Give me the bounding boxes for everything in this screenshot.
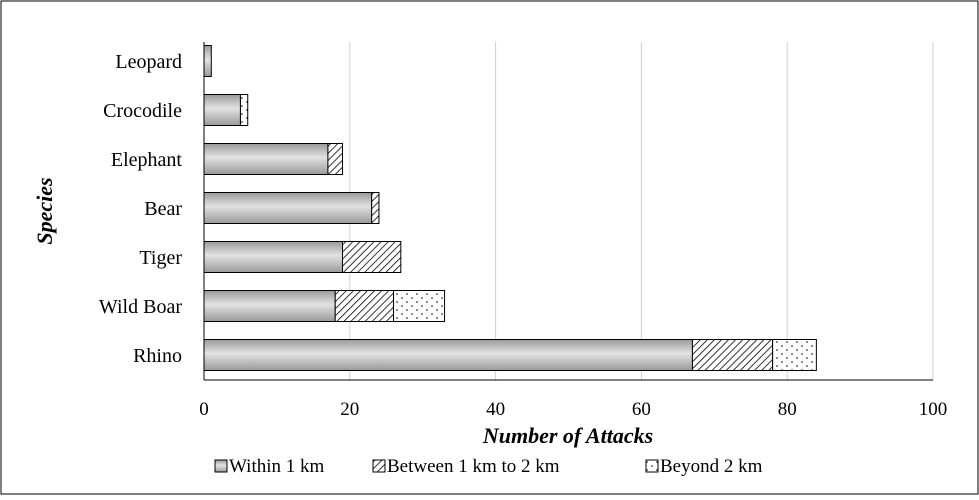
- bar-bear-series-0: [203, 192, 373, 224]
- axes: [203, 42, 933, 381]
- bar-elephant-series-0: [203, 143, 329, 175]
- category-label-bear: Bear: [144, 198, 182, 220]
- bar-bear-series-1: [371, 192, 380, 224]
- x-axis-title: Number of Attacks: [482, 423, 653, 448]
- legend-label-1: Between 1 km to 2 km: [387, 456, 560, 477]
- bar-tiger-series-1: [342, 241, 402, 273]
- legend-label-0: Within 1 km: [229, 456, 325, 477]
- bar-crocodile-series-2: [239, 94, 249, 126]
- category-label-wild-boar: Wild Boar: [99, 296, 182, 318]
- x-tick-label-20: 20: [340, 399, 359, 420]
- bar-wild-boar-series-2: [393, 290, 446, 322]
- category-label-tiger: Tiger: [139, 247, 182, 269]
- category-label-elephant: Elephant: [111, 149, 183, 171]
- bar-rhino-series-1: [691, 339, 774, 371]
- grid-lines: [349, 42, 934, 380]
- x-tick-label-60: 60: [632, 399, 651, 420]
- legend-swatch-0: [214, 459, 228, 473]
- legend-label-2: Beyond 2 km: [660, 456, 763, 477]
- category-label-rhino: Rhino: [133, 345, 182, 367]
- legend-swatch-1: [372, 459, 386, 473]
- bar-tiger-series-0: [203, 241, 344, 273]
- y-axis-title: Species: [32, 177, 57, 244]
- bar-leopard-series-0: [203, 45, 212, 77]
- bar-elephant-series-1: [327, 143, 344, 175]
- legend-swatch-2: [645, 459, 659, 473]
- x-tick-label-40: 40: [486, 399, 505, 420]
- bar-wild-boar-series-1: [334, 290, 395, 322]
- category-label-leopard: Leopard: [115, 51, 182, 73]
- bar-wild-boar-series-0: [203, 290, 336, 322]
- x-tick-label-100: 100: [919, 399, 948, 420]
- bar-rhino-series-2: [772, 339, 817, 371]
- bar-crocodile-series-0: [203, 94, 241, 126]
- bar-rhino-series-0: [203, 339, 693, 371]
- labels: 0 20 40 60 80 100 Rhino Wild Boar Tiger Bear Eleph…: [32, 51, 947, 448]
- x-tick-label-0: 0: [199, 399, 209, 420]
- category-label-crocodile: Crocodile: [103, 100, 182, 122]
- x-tick-label-80: 80: [778, 399, 797, 420]
- legend: Within 1 km Between 1 km to 2 km Beyond 2 …: [214, 456, 763, 477]
